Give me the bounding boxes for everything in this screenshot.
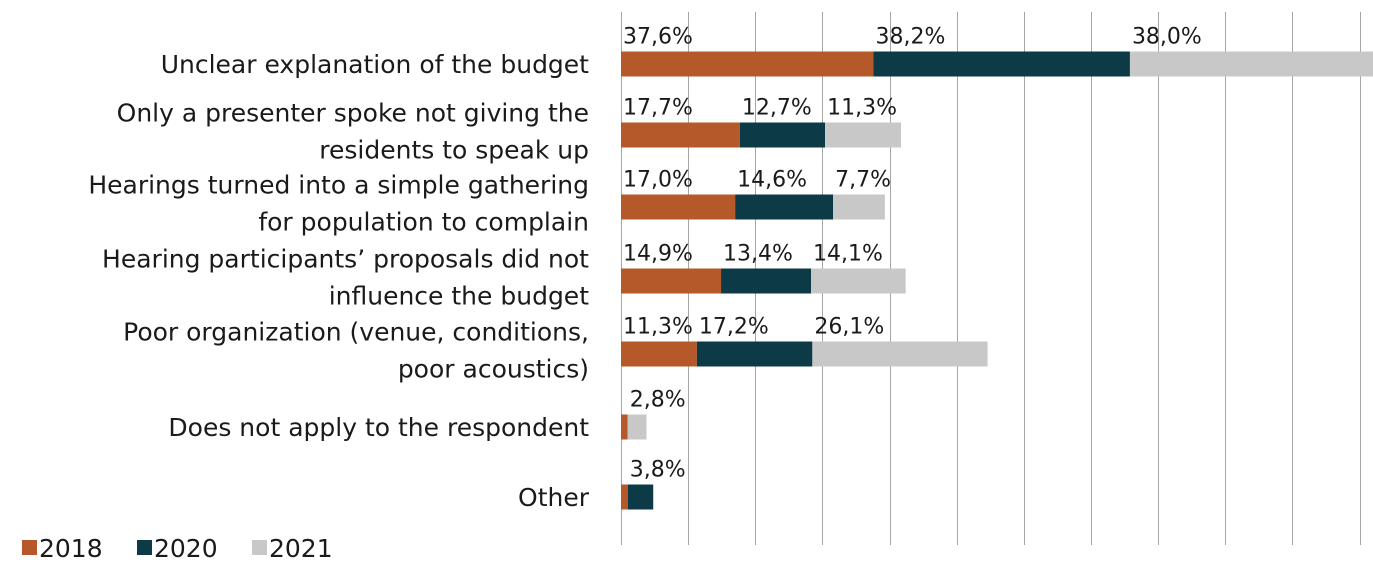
data-label-2021-1: 11,3% [827,96,897,121]
category-label-1-1: residents to speak up [319,136,589,165]
bar-2021-5 [627,414,647,440]
category-label-1-0: Only a presenter spoke not giving the [117,99,589,128]
category-label-5-0: Does not apply to the respondent [168,413,589,442]
legend-label-2018: 2018 [39,534,103,563]
data-label-2021-0: 38,0% [1132,25,1202,50]
data-label-2020-4: 17,2% [699,315,769,340]
data-label-2020-6: 3,8% [630,458,686,483]
bar-2020-0 [873,51,1130,77]
data-label-2018-1: 17,7% [623,96,693,121]
category-label-4-1: poor acoustics) [398,355,589,384]
data-label-2021-4: 26,1% [814,315,884,340]
data-label-2021-2: 7,7% [835,168,891,193]
bar-2021-1 [825,122,901,148]
legend: 2018 2020 2021 [22,534,333,563]
category-label-6-0: Other [518,483,590,512]
data-label-2020-0: 38,2% [875,25,945,50]
legend-label-2021: 2021 [269,534,333,563]
bar-2018-3 [621,268,722,294]
data-label-2021-5: 2,8% [630,388,686,413]
legend-swatch-2018 [22,540,37,555]
bar-2018-6 [621,484,628,510]
legend-label-2020: 2020 [154,534,218,563]
data-labels: 37,6% 38,2% 38,0% 17,7% 12,7% 11,3% 17,0% 14,6%… [623,25,1202,483]
legend-swatch-2021 [252,540,267,555]
category-label-3-1: influence the budget [329,282,589,311]
bar-2018-1 [621,122,740,148]
bar-2020-4 [696,341,813,367]
bars [621,51,1373,510]
category-label-2-1: for population to complain [258,208,589,237]
category-label-4-0: Poor organization (venue, conditions, [123,318,589,347]
bar-2020-6 [627,484,654,510]
bar-2021-3 [811,268,906,294]
category-label-3-0: Hearing participants’ proposals did not [102,245,589,274]
bar-2018-0 [621,51,874,77]
data-label-2020-1: 12,7% [742,96,812,121]
data-label-2020-2: 14,6% [737,168,807,193]
data-label-2021-3: 14,1% [813,242,883,267]
data-label-2018-3: 14,9% [623,242,693,267]
category-labels: Unclear explanation of the budget Only a … [88,50,589,512]
legend-swatch-2020 [137,540,152,555]
data-label-2018-0: 37,6% [623,25,693,50]
bar-2021-4 [812,341,988,367]
bar-2018-5 [621,414,628,440]
bar-2020-3 [721,268,812,294]
data-label-2018-4: 11,3% [623,315,693,340]
bar-2018-2 [621,194,736,220]
bar-2021-0 [1129,51,1373,77]
data-label-2020-3: 13,4% [723,242,793,267]
bar-2020-1 [739,122,826,148]
bar-2018-4 [621,341,697,367]
category-label-2-0: Hearings turned into a simple gathering [88,171,589,200]
category-label-0-0: Unclear explanation of the budget [161,50,589,79]
bar-2020-2 [735,194,834,220]
data-label-2018-2: 17,0% [623,168,693,193]
bar-2021-2 [833,194,885,220]
